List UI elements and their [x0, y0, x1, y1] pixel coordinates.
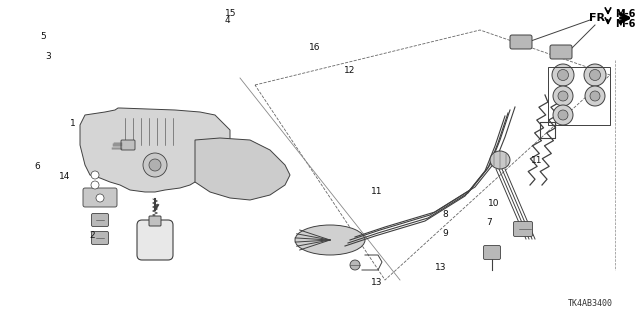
Text: M-6: M-6 — [615, 19, 636, 29]
Text: 6: 6 — [34, 162, 40, 171]
Circle shape — [553, 86, 573, 106]
Circle shape — [558, 110, 568, 120]
Text: 5: 5 — [40, 32, 46, 41]
Circle shape — [552, 64, 574, 86]
Circle shape — [553, 105, 573, 125]
Polygon shape — [80, 108, 230, 192]
Circle shape — [558, 91, 568, 101]
Ellipse shape — [295, 225, 365, 255]
Text: 9: 9 — [442, 229, 448, 238]
Circle shape — [91, 171, 99, 179]
Text: FR.: FR. — [589, 13, 610, 23]
Text: TK4AB3400: TK4AB3400 — [568, 300, 612, 308]
Circle shape — [91, 181, 99, 189]
Text: M-6: M-6 — [615, 9, 636, 19]
Circle shape — [590, 91, 600, 101]
Polygon shape — [195, 138, 290, 200]
Circle shape — [96, 194, 104, 202]
Text: 15: 15 — [225, 9, 236, 18]
FancyBboxPatch shape — [121, 140, 135, 150]
FancyBboxPatch shape — [92, 231, 109, 244]
Text: 3: 3 — [45, 52, 51, 60]
Circle shape — [143, 153, 167, 177]
Text: 7: 7 — [486, 218, 492, 227]
Text: 14: 14 — [59, 172, 70, 181]
FancyBboxPatch shape — [550, 45, 572, 59]
Text: 13: 13 — [371, 278, 383, 287]
Text: 12: 12 — [344, 66, 356, 75]
FancyBboxPatch shape — [513, 221, 532, 236]
Text: 2: 2 — [89, 231, 95, 240]
Text: 10: 10 — [488, 199, 499, 208]
Text: 4: 4 — [225, 16, 230, 25]
FancyBboxPatch shape — [137, 220, 173, 260]
Text: 16: 16 — [309, 43, 321, 52]
FancyBboxPatch shape — [83, 188, 117, 207]
Circle shape — [149, 159, 161, 171]
Circle shape — [350, 260, 360, 270]
FancyBboxPatch shape — [92, 213, 109, 227]
Circle shape — [557, 69, 568, 81]
FancyBboxPatch shape — [510, 35, 532, 49]
Text: 13: 13 — [435, 263, 447, 272]
Circle shape — [584, 64, 606, 86]
Text: 8: 8 — [442, 210, 448, 219]
Text: 11: 11 — [371, 188, 383, 196]
FancyBboxPatch shape — [149, 216, 161, 226]
Circle shape — [585, 86, 605, 106]
Text: 11: 11 — [531, 156, 543, 164]
Ellipse shape — [490, 151, 510, 169]
Text: 1: 1 — [70, 119, 76, 128]
Circle shape — [589, 69, 600, 81]
FancyBboxPatch shape — [483, 245, 500, 260]
